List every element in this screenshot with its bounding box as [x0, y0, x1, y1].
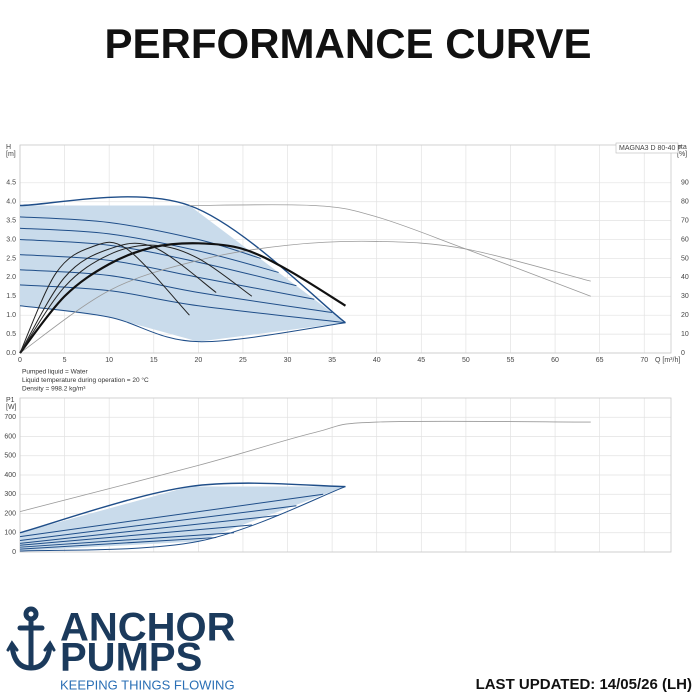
curve	[19, 241, 190, 354]
curve	[19, 524, 252, 546]
brand-line-2: PUMPS	[60, 636, 202, 680]
last-updated: LAST UPDATED: 14/05/26 (LH)	[476, 676, 692, 693]
anchor-logo	[6, 606, 56, 671]
y2-tick-label: 80	[681, 199, 689, 206]
y-tick-label: 200	[4, 510, 16, 517]
y2-tick-label: 40	[681, 274, 689, 281]
x-tick-label: 25	[239, 357, 247, 364]
curve	[19, 532, 235, 548]
curve	[19, 242, 347, 354]
y-tick-label: 3.5	[6, 217, 16, 224]
y2-tick-label: 50	[681, 255, 689, 262]
x-tick-label: 40	[373, 357, 381, 364]
note: Density = 998.2 kg/m³	[22, 386, 86, 393]
y2-tick-label: 20	[681, 312, 689, 319]
curve	[19, 242, 217, 354]
curve	[19, 486, 346, 552]
y-tick-label: 2.0	[6, 274, 16, 281]
curve	[19, 505, 297, 541]
y-tick-label: 0	[12, 549, 16, 556]
plot-frame	[19, 397, 672, 553]
curve	[19, 216, 261, 259]
y2-tick-label: 10	[681, 331, 689, 338]
curve	[19, 269, 333, 314]
y-tick-label: 4.5	[6, 180, 16, 187]
y-tick-label: 400	[4, 472, 16, 479]
y-axis-label: P1	[6, 397, 15, 404]
y-tick-label: 1.5	[6, 293, 16, 300]
curve	[19, 305, 346, 343]
y2-tick-label: 70	[681, 217, 689, 224]
note: Liquid temperature during operation = 20…	[22, 376, 149, 384]
x-tick-label: 15	[150, 357, 158, 364]
y-tick-label: 300	[4, 491, 16, 498]
curve	[19, 240, 591, 354]
y2-tick-label: 90	[681, 180, 689, 187]
annotation: MAGNA3 D 80-40 F	[619, 145, 682, 152]
curve	[189, 204, 591, 297]
note: Pumped liquid = Water	[22, 369, 89, 376]
page-title: PERFORMANCE CURVE	[105, 20, 592, 67]
x-tick-label: 70	[640, 357, 648, 364]
y2-axis-label: [%]	[677, 151, 687, 158]
curve	[19, 482, 346, 534]
x-tick-label: 5	[63, 357, 67, 364]
y-tick-label: 0.0	[6, 350, 16, 357]
y-tick-label: 1.0	[6, 312, 16, 319]
x-tick-label: 0	[18, 357, 22, 364]
curve	[19, 493, 324, 538]
brand-line-1: ANCHOR	[60, 606, 236, 650]
y-axis-label: [m]	[6, 151, 16, 158]
y-axis-label: H	[6, 144, 11, 151]
curve	[19, 244, 253, 354]
x-tick-label: 10	[105, 357, 113, 364]
curve	[19, 514, 279, 544]
x-tick-label: 35	[328, 357, 336, 364]
x-axis-label: Q [m³/h]	[655, 357, 680, 364]
y-tick-label: 700	[4, 414, 16, 421]
y2-tick-label: 30	[681, 293, 689, 300]
y2-tick-label: 0	[681, 350, 685, 357]
y2-tick-label: 60	[681, 236, 689, 243]
y-axis-label: [W]	[6, 404, 17, 411]
curve	[19, 420, 591, 512]
x-tick-label: 55	[507, 357, 515, 364]
range-area	[20, 205, 346, 342]
curve	[19, 227, 279, 273]
tagline: KEEPING THINGS FLOWING	[60, 677, 235, 692]
y-tick-label: 500	[4, 453, 16, 460]
curve	[19, 239, 297, 287]
x-tick-label: 45	[417, 357, 425, 364]
x-tick-label: 65	[596, 357, 604, 364]
y-tick-label: 100	[4, 530, 16, 537]
x-tick-label: 50	[462, 357, 470, 364]
y-tick-label: 2.5	[6, 255, 16, 262]
x-tick-label: 60	[551, 357, 559, 364]
y2-axis-label: eta	[677, 144, 687, 151]
y-tick-label: 600	[4, 433, 16, 440]
curve	[19, 537, 217, 550]
annotation-box	[615, 142, 679, 154]
charts: 0 5 10 15 20 25 30 35 40 45 50 55 60 65 70 0.0 0.5 1.0 1.5…	[4, 142, 689, 556]
y-tick-label: 4.0	[6, 199, 16, 206]
y-tick-label: 0.5	[6, 331, 16, 338]
y-tick-label: 3.0	[6, 236, 16, 243]
x-tick-label: 30	[284, 357, 292, 364]
curve	[19, 254, 315, 300]
x-tick-label: 20	[194, 357, 202, 364]
